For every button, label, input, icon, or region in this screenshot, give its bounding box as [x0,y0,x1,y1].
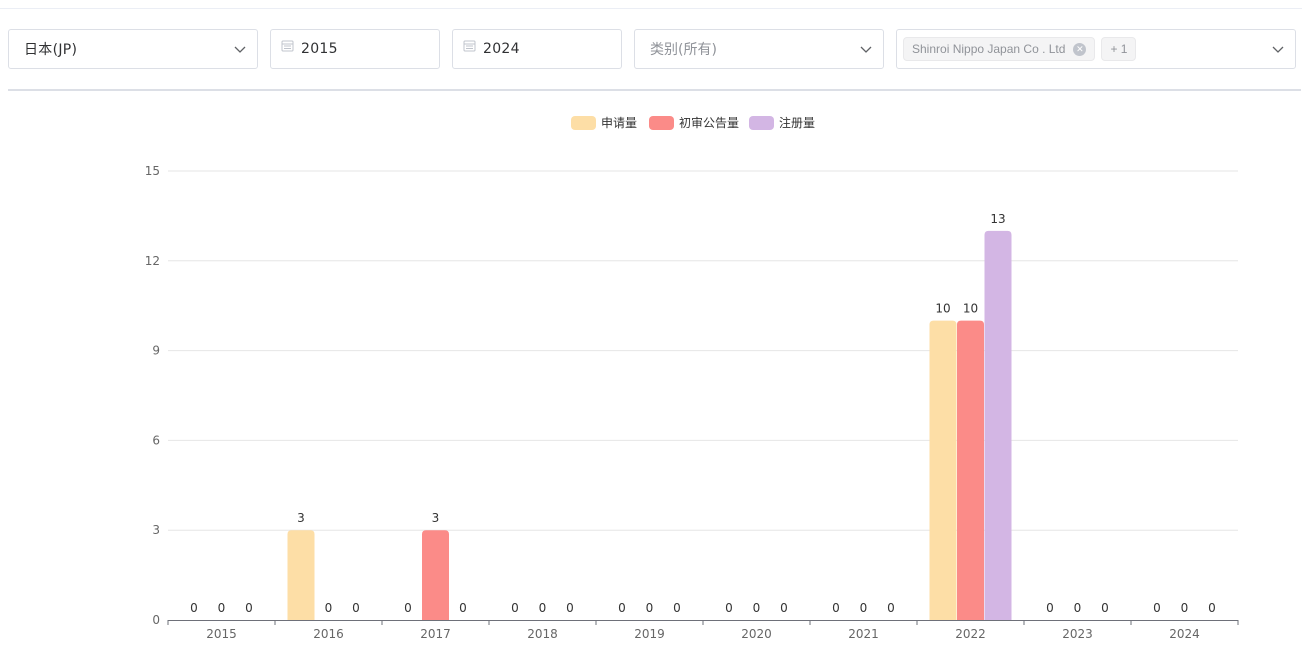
data-label: 0 [1074,601,1082,615]
x-tick-label: 2016 [313,627,344,641]
data-label: 0 [860,601,868,615]
chart-legend: 申请量 初审公告量 注册量 [571,115,815,130]
chevron-down-icon [1271,42,1285,56]
filter-bar: 日本(JP) 2015 2024 类别(所有) Shinroi Nippo Ja… [8,29,1296,69]
y-tick-label: 0 [152,613,160,627]
data-label: 0 [566,601,574,615]
tag-close-icon[interactable]: ✕ [1073,42,1087,56]
year-from-picker[interactable]: 2015 [270,29,440,69]
x-tick-label: 2023 [1062,627,1093,641]
company-multiselect[interactable]: Shinroi Nippo Japan Co . Ltd ✕ + 1 [896,29,1296,69]
company-more-label: + 1 [1110,42,1128,56]
data-label: 3 [432,511,440,525]
calendar-icon [281,39,295,53]
data-label: 0 [780,601,788,615]
data-label: 10 [935,302,950,316]
y-tick-label: 3 [152,523,160,537]
data-label: 0 [753,601,761,615]
y-tick-label: 12 [145,254,160,268]
chart-grid [168,170,1238,531]
chevron-down-icon [859,42,873,56]
data-label: 0 [352,601,360,615]
bar [929,320,957,620]
year-to-picker[interactable]: 2024 [452,29,622,69]
data-label: 0 [539,601,547,615]
data-label: 13 [990,212,1005,226]
data-label: 0 [646,601,654,615]
country-value: 日本(JP) [24,42,78,58]
data-label: 0 [1208,601,1216,615]
bar [287,530,315,620]
x-tick-label: 2024 [1169,627,1200,641]
chart-bars [287,230,1012,620]
y-tick-label: 15 [145,164,160,178]
data-label: 0 [325,601,333,615]
data-label: 0 [404,601,412,615]
data-labels: 0 0 0 3 0 0 0 3 0 0 0 0 0 0 0 0 0 0 0 0 0 10 10 13 0 0 0 0 0 0 [190,212,1216,615]
data-label: 0 [511,601,519,615]
y-tick-label: 9 [152,344,160,358]
legend-swatch [649,116,674,130]
category-placeholder: 类别(所有) [650,42,717,58]
data-label: 0 [1153,601,1161,615]
bar [422,530,449,620]
x-axis: 2015 2016 2017 2018 2019 2020 2021 2022 2023 2024 [167,620,1239,641]
company-more-tag: + 1 [1101,37,1137,61]
chevron-down-icon [233,42,247,56]
x-tick-label: 2022 [955,627,986,641]
year-to-value: 2024 [483,41,520,57]
bar [957,320,984,620]
x-tick-label: 2017 [420,627,451,641]
legend-label: 申请量 [601,116,637,130]
year-from-value: 2015 [301,41,338,57]
filter-divider [8,89,1301,91]
data-label: 0 [218,601,226,615]
legend-label: 注册量 [779,115,815,130]
y-axis: 0 3 6 9 12 15 [145,164,160,627]
calendar-icon [463,39,477,53]
data-label: 0 [1046,601,1054,615]
x-tick-label: 2021 [848,627,879,641]
legend-label: 初审公告量 [679,115,739,130]
company-tag-label: Shinroi Nippo Japan Co . Ltd [912,42,1066,56]
data-label: 0 [618,601,626,615]
country-select[interactable]: 日本(JP) [8,29,258,69]
data-label: 3 [297,511,305,525]
data-label: 0 [832,601,840,615]
x-tick-label: 2019 [634,627,665,641]
data-label: 0 [887,601,895,615]
legend-swatch [749,116,774,130]
x-tick-label: 2020 [741,627,772,641]
company-tag[interactable]: Shinroi Nippo Japan Co . Ltd ✕ [903,37,1096,61]
category-select[interactable]: 类别(所有) [634,29,884,69]
y-tick-label: 6 [152,433,160,447]
bar [984,230,1012,620]
data-label: 0 [1181,601,1189,615]
legend-swatch [571,116,596,130]
data-label: 0 [1101,601,1109,615]
data-label: 0 [245,601,253,615]
data-label: 0 [190,601,198,615]
data-label: 0 [459,601,467,615]
x-tick-label: 2015 [206,627,237,641]
x-tick-label: 2018 [527,627,558,641]
data-label: 0 [725,601,733,615]
top-divider [0,8,1302,9]
data-label: 0 [673,601,681,615]
data-label: 10 [963,302,978,316]
